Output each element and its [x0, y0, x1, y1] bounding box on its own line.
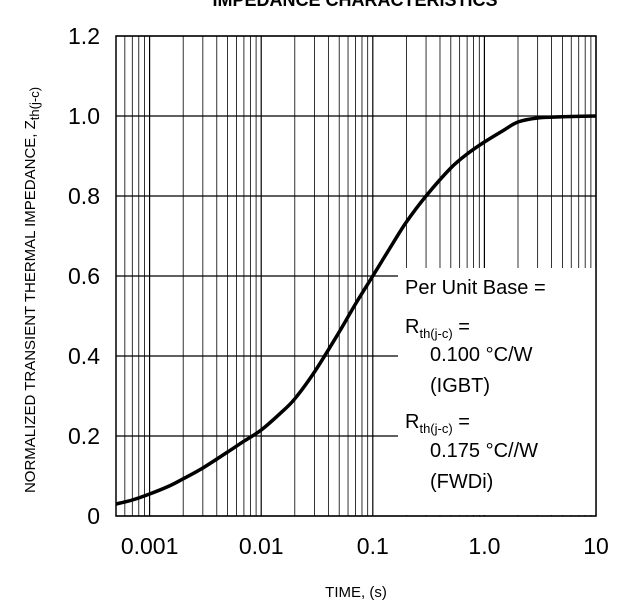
- y-tick-label: 0.4: [68, 343, 100, 369]
- annotation-fwdi-value: 0.175 °C//W: [430, 440, 538, 462]
- x-tick-label: 0.01: [239, 533, 284, 559]
- annotation-igbt-label: (IGBT): [430, 375, 490, 397]
- annotation-background: [398, 268, 596, 515]
- annotation-rth-fwdi: Rth(j-c) =: [405, 411, 470, 436]
- annotation-rth-igbt: Rth(j-c) =: [405, 316, 470, 341]
- y-tick-label: 0.8: [68, 183, 100, 209]
- chart-title: IMPEDANCE CHARACTERISTICS: [212, 0, 497, 10]
- annotation-igbt-value: 0.100 °C/W: [430, 344, 533, 366]
- x-axis-label: TIME, (s): [325, 584, 387, 601]
- y-tick-labels: 0 0.2 0.4 0.6 0.8 1.0 1.2: [68, 23, 100, 529]
- y-tick-label: 0.6: [68, 263, 100, 289]
- x-tick-label: 0.1: [357, 533, 389, 559]
- annotation-fwdi-label: (FWDi): [430, 471, 493, 493]
- y-tick-label: 0.2: [68, 423, 100, 449]
- y-axis-label: NORMALIZED TRANSIENT THERMAL IMPEDANCE, …: [22, 87, 42, 493]
- per-unit-base-annotation: Per Unit Base = Rth(j-c) = 0.100 °C/W (I…: [405, 277, 546, 493]
- x-tick-labels: 0.001 0.01 0.1 1.0 10: [121, 533, 609, 559]
- x-tick-label: 10: [583, 533, 609, 559]
- x-tick-label: 0.001: [121, 533, 179, 559]
- plot-frame: [115, 35, 597, 517]
- series-line: [115, 114, 597, 506]
- y-axis-label-subscript: th(j-c): [27, 87, 42, 120]
- y-tick-label: 0: [87, 503, 100, 529]
- annotation-line1: Per Unit Base =: [405, 277, 546, 299]
- y-axis-label-main: NORMALIZED TRANSIENT THERMAL IMPEDANCE, …: [22, 120, 39, 493]
- x-tick-label: 1.0: [468, 533, 500, 559]
- y-tick-label: 1.0: [68, 103, 100, 129]
- series-layer: [115, 114, 597, 506]
- y-tick-label: 1.2: [68, 23, 100, 49]
